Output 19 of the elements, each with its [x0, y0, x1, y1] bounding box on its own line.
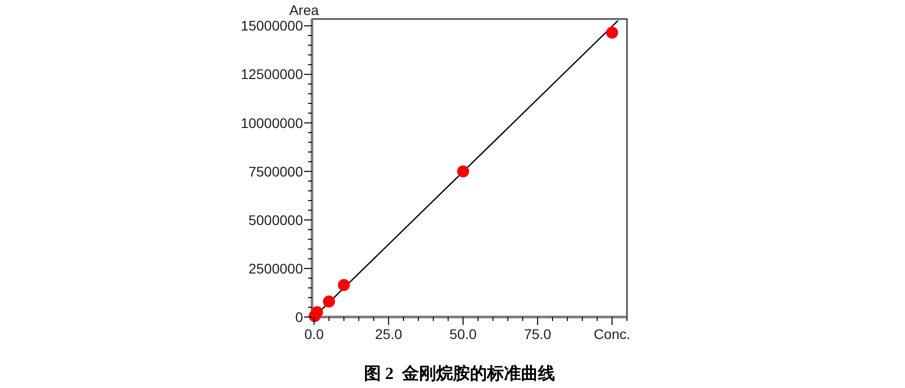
point	[322, 295, 335, 308]
y-tick-label: 2500000	[248, 260, 304, 276]
y-axis-title: Area	[289, 2, 319, 18]
x-tick-label: 0.0	[304, 326, 324, 342]
point	[606, 26, 618, 39]
text: 图 2 金刚烷胺的标准曲线	[364, 364, 556, 383]
x-tick-label: 25.0	[374, 326, 402, 342]
x-tick-label: 50.0	[449, 326, 477, 342]
y-tick-label: 5000000	[248, 212, 304, 228]
y-tick-label: 10000000	[240, 114, 304, 131]
point	[311, 306, 324, 318]
y-tick-label: 7500000	[248, 163, 304, 180]
point	[457, 165, 470, 178]
y-tick-label: 0	[295, 308, 304, 325]
point	[338, 278, 350, 291]
x-tick-label: 75.0	[524, 326, 552, 342]
x-tick-label: Conc.	[594, 326, 630, 342]
y-tick-label: 15000000	[240, 18, 304, 34]
y-tick-label: 12500000	[240, 66, 304, 82]
